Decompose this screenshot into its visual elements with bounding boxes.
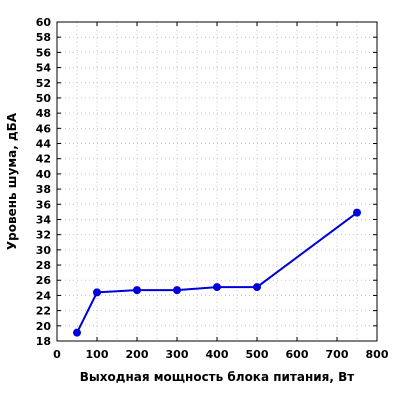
y-tick-label: 36	[36, 198, 52, 211]
grid	[57, 22, 377, 341]
x-tick-label: 0	[53, 348, 61, 361]
y-tick-label: 48	[36, 107, 51, 120]
y-tick-label: 30	[36, 244, 52, 257]
x-tick-label: 700	[326, 348, 349, 361]
x-tick-labels: 0 100 200 300 400 500 600 700 800	[53, 348, 389, 361]
data-point	[253, 283, 261, 292]
x-tick-label: 500	[246, 348, 269, 361]
data-point	[93, 288, 101, 297]
y-tick-label: 40	[36, 168, 52, 181]
data-point	[133, 286, 141, 295]
y-tick-label: 32	[36, 229, 51, 242]
x-tick-label: 400	[206, 348, 229, 361]
y-tick-label: 34	[36, 213, 52, 226]
y-tick-label: 44	[36, 138, 52, 151]
axis-ticks	[56, 21, 378, 342]
data-point	[213, 283, 221, 292]
y-tick-label: 60	[36, 16, 52, 29]
x-axis-title: Выходная мощность блока питания, Вт	[80, 370, 355, 384]
y-tick-label: 42	[36, 153, 51, 166]
y-tick-label: 58	[36, 31, 51, 44]
plot-frame	[56, 21, 378, 342]
y-tick-label: 38	[36, 183, 51, 196]
y-tick-label: 28	[36, 259, 51, 272]
series	[73, 208, 361, 337]
data-point	[73, 328, 81, 337]
data-point	[173, 286, 181, 295]
y-tick-label: 56	[36, 46, 52, 59]
y-axis-title: Уровень шума, дБА	[5, 112, 19, 250]
x-tick-label: 200	[126, 348, 149, 361]
x-tick-label: 800	[366, 348, 389, 361]
y-tick-label: 50	[36, 92, 52, 105]
y-tick-label: 54	[36, 62, 52, 75]
x-tick-label: 100	[86, 348, 109, 361]
y-tick-label: 52	[36, 77, 51, 90]
x-tick-label: 300	[166, 348, 189, 361]
y-tick-label: 18	[36, 335, 51, 348]
y-tick-label: 20	[36, 320, 52, 333]
y-tick-label: 22	[36, 305, 51, 318]
y-tick-label: 26	[36, 274, 52, 287]
y-tick-label: 46	[36, 122, 52, 135]
x-tick-label: 600	[286, 348, 309, 361]
data-point	[353, 208, 361, 217]
y-tick-label: 24	[36, 289, 52, 302]
y-tick-labels: 18 20 22 24 26 28 30 32 34 36 38 40 42 44 46 48 50 52 54 56…	[36, 16, 52, 348]
